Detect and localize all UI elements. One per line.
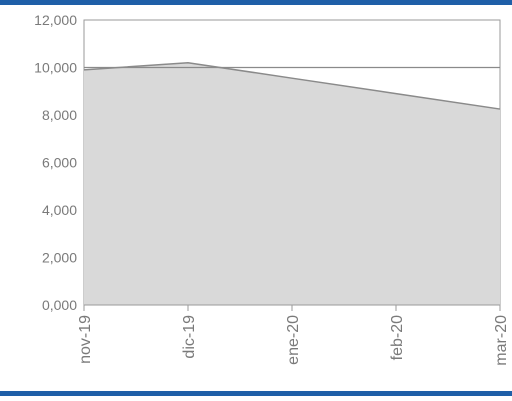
series-line [83,61,501,110]
y-tick-label: 12,000 [34,12,77,28]
y-tick-label: 0,000 [42,297,77,313]
series-area [84,62,500,305]
x-tick-label: dic-19 [181,315,198,359]
y-tick-label: 10,000 [34,60,77,76]
y-tick-label: 4,000 [42,202,77,218]
x-tick-label: mar-20 [493,315,510,366]
x-tick-label: nov-19 [77,315,94,364]
y-tick-label: 6,000 [42,155,77,171]
x-axis: nov-19 dic-19 ene-20 feb-20 mar-20 [77,304,510,366]
plot-area [83,61,501,305]
top-frame-bar [0,0,512,5]
y-tick-label: 8,000 [42,107,77,123]
x-tick-label: ene-20 [285,315,302,365]
y-tick-label: 2,000 [42,250,77,266]
x-tick-label: feb-20 [389,315,406,360]
y-axis: 0,000 2,000 4,000 6,000 8,000 10,000 12,000 [34,12,77,313]
bottom-frame-bar [0,391,512,396]
